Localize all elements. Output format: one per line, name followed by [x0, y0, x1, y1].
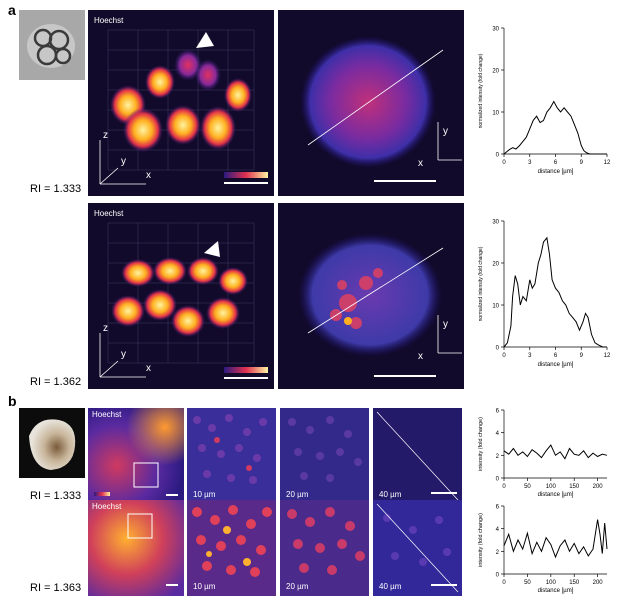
x-tick-label: 50 — [524, 484, 531, 490]
3d-render-ri-1362: Hoechst z y x — [88, 203, 274, 389]
x-tick-label: 0 — [502, 160, 506, 166]
depth-40um-ri-1363: 40 µm — [373, 500, 462, 596]
depth-10um-ri-1333: 10 µm — [187, 408, 276, 504]
xy-slice-ri-1362: y x — [278, 203, 464, 389]
y-tick-label: 20 — [492, 262, 499, 268]
x-tick-label: 12 — [604, 353, 611, 359]
x-tick-label: 50 — [524, 580, 531, 586]
refractive-index-label: RI = 1.362 — [30, 376, 82, 388]
axis-z-label: z — [103, 130, 108, 141]
y-tick-label: 0 — [496, 573, 500, 579]
depth-10um-ri-1363: 10 µm — [187, 500, 276, 596]
refractive-index-label: RI = 1.363 — [30, 582, 82, 594]
refractive-index-label: RI = 1.333 — [30, 490, 82, 502]
overview-ri-1333: Hoechst — [88, 408, 184, 504]
y-tick-label: 0 — [496, 477, 500, 483]
axis-z-label: z — [103, 323, 108, 334]
depth-label: 10 µm — [193, 582, 216, 591]
panel-b-letter: b — [8, 393, 17, 409]
y-tick-label: 30 — [492, 27, 499, 33]
brightfield-thumbnail-a — [19, 10, 85, 80]
xy-slice-ri-1333: y x — [278, 10, 464, 196]
x-axis-label: distance [µm] — [538, 588, 574, 594]
x-axis-label: distance [µm] — [538, 492, 574, 498]
x-tick-label: 150 — [569, 484, 580, 490]
line-chart-a2: 0 10 20 30 0 3 6 9 12 distance [µm] normalized int… — [478, 220, 611, 369]
axis-y2-label: y — [443, 126, 448, 137]
y-tick-label: 4 — [496, 527, 500, 533]
x-tick-label: 3 — [528, 353, 532, 359]
x-tick-label: 12 — [604, 160, 611, 166]
stain-label: Hoechst — [92, 502, 122, 511]
y-axis-label: intensity (fold change) — [478, 513, 484, 567]
axis-x-label: x — [146, 170, 151, 181]
y-tick-label: 2 — [496, 454, 500, 460]
axis-y-label: y — [121, 349, 126, 360]
series-line — [503, 444, 608, 460]
y-axis-label: normalized intensity (fold change) — [478, 246, 484, 321]
x-tick-label: 0 — [502, 580, 506, 586]
depth-label: 40 µm — [379, 582, 402, 591]
refractive-index-label: RI = 1.333 — [30, 183, 82, 195]
x-tick-label: 9 — [580, 160, 584, 166]
depth-20um-ri-1333: 20 µm — [280, 408, 369, 504]
series-line — [503, 519, 608, 559]
series-line — [503, 236, 607, 348]
y-tick-label: 0 — [496, 153, 500, 159]
y-tick-label: 0 — [496, 346, 500, 352]
axis-y-label: y — [121, 156, 126, 167]
depth-20um-ri-1363: 20 µm — [280, 500, 369, 596]
stain-label: Hoechst — [92, 410, 122, 419]
stain-label: Hoechst — [94, 209, 124, 218]
y-tick-label: 20 — [492, 69, 499, 75]
x-tick-label: 6 — [554, 353, 558, 359]
depth-label: 20 µm — [286, 582, 309, 591]
overview-ri-1363: Hoechst — [88, 500, 184, 596]
y-tick-label: 6 — [496, 409, 500, 415]
x-tick-label: 0 — [502, 484, 506, 490]
organoid-photo — [19, 408, 85, 478]
depth-40um-ri-1333: 40 µm — [373, 408, 462, 504]
axis-y2-label: y — [443, 319, 448, 330]
x-tick-label: 9 — [580, 353, 584, 359]
x-tick-label: 100 — [546, 484, 557, 490]
axis-x-label: x — [146, 363, 151, 374]
3d-render-ri-1333: Hoechst z y x — [88, 10, 274, 196]
y-axis-label: intensity (fold change) — [478, 417, 484, 471]
depth-label: 10 µm — [193, 490, 216, 499]
y-tick-label: 10 — [492, 111, 499, 117]
y-tick-label: 2 — [496, 550, 500, 556]
x-axis-label: distance [µm] — [538, 169, 574, 175]
y-tick-label: 30 — [492, 220, 499, 226]
x-tick-label: 100 — [546, 580, 557, 586]
x-tick-label: 0 — [502, 353, 506, 359]
x-tick-label: 6 — [554, 160, 558, 166]
stain-label: Hoechst — [94, 16, 124, 25]
y-axis-label: normalized intensity (fold change) — [478, 53, 484, 128]
line-chart-a1: 0 10 20 30 0 3 6 9 12 distance [µm] normalized int… — [478, 27, 611, 176]
depth-label: 20 µm — [286, 490, 309, 499]
depth-label: 40 µm — [379, 490, 402, 499]
y-tick-label: 10 — [492, 304, 499, 310]
line-chart-b1: 0 2 4 6 0 50 100 150 200 distance [µm] intensity (… — [478, 409, 608, 498]
axis-x2-label: x — [418, 158, 423, 169]
y-tick-label: 4 — [496, 431, 500, 437]
axis-x2-label: x — [418, 351, 423, 362]
x-axis-label: distance [µm] — [538, 362, 574, 368]
y-tick-label: 6 — [496, 505, 500, 511]
x-tick-label: 200 — [593, 580, 604, 586]
x-tick-label: 200 — [593, 484, 604, 490]
series-line — [503, 100, 607, 155]
line-chart-b2: 0 2 4 6 0 50 100 150 200 distance [µm] intensity (… — [478, 505, 608, 594]
panel-a-letter: a — [8, 2, 16, 18]
x-tick-label: 150 — [569, 580, 580, 586]
x-tick-label: 3 — [528, 160, 532, 166]
